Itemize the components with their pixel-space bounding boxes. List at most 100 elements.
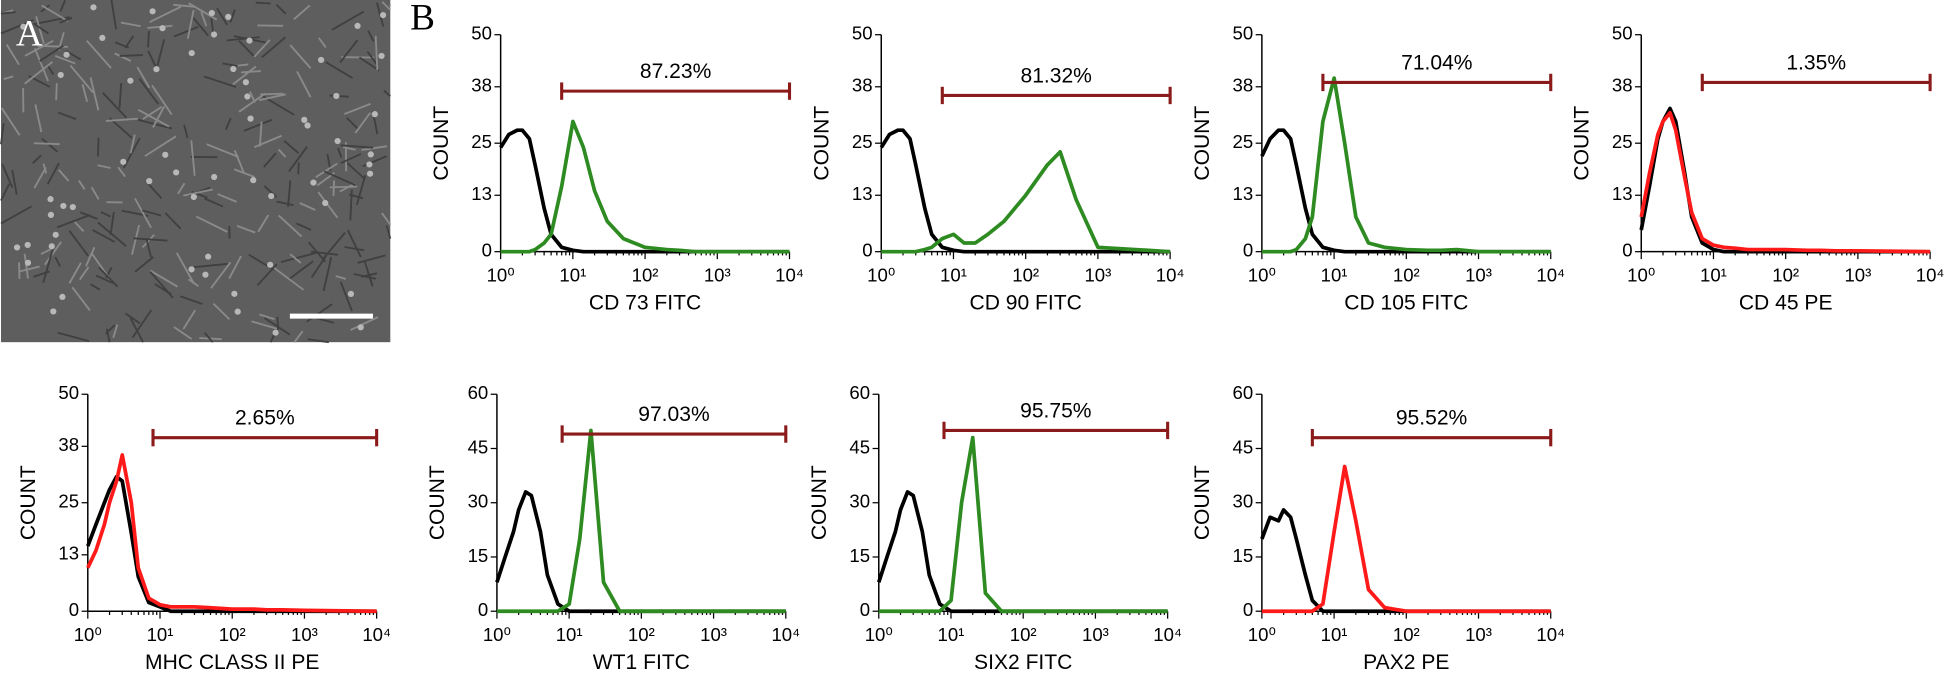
cell: [385, 225, 392, 239]
y-tick-label: 15: [1233, 545, 1254, 566]
cell: [321, 232, 346, 260]
y-tick-label: 25: [1233, 131, 1254, 152]
cell: [323, 170, 356, 187]
cell: [232, 65, 257, 86]
panel-label: B: [410, 0, 435, 39]
cell: [122, 137, 141, 169]
cell: [110, 0, 118, 30]
x-tick-label: 10¹: [1321, 624, 1348, 645]
cell: [98, 266, 119, 288]
x-tick-label: 10¹: [1700, 264, 1727, 285]
cell: [33, 167, 47, 189]
cell: [363, 260, 373, 285]
y-tick-label: 0: [1243, 599, 1253, 620]
cell: [381, 1, 391, 11]
cell: [138, 78, 160, 105]
cell-body: [244, 93, 251, 100]
y-tick-label: 0: [478, 599, 488, 620]
x-tick-label: 10³: [1465, 624, 1492, 645]
histogram-line: [86, 453, 377, 614]
cell-body: [272, 329, 279, 336]
cell: [173, 26, 199, 38]
cell: [124, 312, 141, 325]
y-tick-label: 0: [482, 240, 492, 261]
cell-body: [127, 77, 134, 84]
cell-body: [57, 71, 64, 79]
cell: [238, 40, 256, 58]
cell: [131, 224, 141, 255]
cell: [133, 237, 168, 242]
cell: [90, 186, 100, 200]
cell: [41, 4, 69, 23]
cell: [46, 64, 55, 76]
cell-body: [47, 211, 55, 218]
x-tick-label: 10²: [1772, 264, 1799, 285]
gate-label: 2.65%: [235, 407, 295, 430]
histogram-panel: 0 15 30 45 60 10⁰ 10¹ 10² 10³ 10⁴ PAX2 PE COUNT 95.5…: [1191, 382, 1565, 674]
cell-body: [153, 66, 160, 73]
cell-body: [90, 4, 97, 11]
x-tick-label: 10⁴: [362, 624, 391, 645]
cell: [228, 255, 242, 280]
x-tick-label: 10⁰: [1248, 264, 1276, 285]
cell: [293, 330, 304, 343]
y-tick-label: 25: [1612, 131, 1633, 152]
cell: [175, 252, 195, 285]
x-tick-label: 10³: [1465, 264, 1492, 285]
y-tick-label: 50: [1233, 23, 1254, 44]
y-tick-label: 50: [852, 23, 873, 44]
cell-body: [20, 23, 27, 30]
y-tick-label: 60: [468, 382, 489, 403]
cell-body: [162, 151, 169, 158]
histogram-panel: 0 13 25 38 50 10⁰ 10¹ 10² 10³ 10⁴ CD 90 FITC COUNT 8…: [811, 23, 1185, 315]
x-tick-label: 10⁴: [1156, 264, 1185, 285]
cell-body: [234, 308, 241, 315]
x-tick-label: 10³: [700, 624, 727, 645]
cell: [114, 52, 132, 62]
cell: [78, 180, 86, 190]
cell: [344, 160, 366, 180]
x-axis-label: CD 90 FITC: [970, 291, 1082, 314]
cell: [350, 316, 379, 331]
y-tick-label: 60: [849, 382, 870, 403]
cell: [388, 4, 392, 7]
histogram-line: [877, 490, 1168, 614]
cell-body: [371, 111, 378, 118]
cell: [147, 50, 157, 67]
cell-body: [250, 177, 257, 184]
cell: [331, 10, 365, 31]
cell: [69, 64, 94, 94]
cell: [109, 117, 133, 139]
cell: [0, 107, 21, 136]
cell: [296, 222, 312, 231]
cell: [318, 37, 327, 49]
cell: [226, 36, 260, 42]
x-tick-label: 10²: [1012, 264, 1039, 285]
cell: [85, 246, 96, 267]
cell-body: [301, 116, 308, 123]
cell: [283, 140, 300, 154]
y-tick-label: 0: [860, 599, 870, 620]
histogram-line: [879, 128, 1171, 254]
cell: [0, 122, 5, 145]
cell: [136, 66, 151, 89]
cell-body: [202, 271, 209, 278]
gate-label: 71.04%: [1401, 51, 1472, 74]
cell: [307, 338, 329, 344]
cell: [0, 183, 11, 201]
y-tick-label: 13: [58, 543, 79, 564]
cell-body: [357, 324, 364, 331]
cell: [100, 211, 111, 218]
cell-body: [268, 192, 275, 200]
cell-body: [366, 161, 373, 168]
panel-label: A: [16, 14, 43, 55]
cell: [258, 121, 263, 147]
y-axis-label: COUNT: [1191, 106, 1214, 181]
cell: [46, 162, 60, 185]
cell-body: [24, 241, 31, 249]
cell: [203, 332, 214, 343]
cell: [224, 117, 232, 130]
cell: [117, 166, 126, 178]
y-tick-label: 38: [58, 434, 79, 455]
